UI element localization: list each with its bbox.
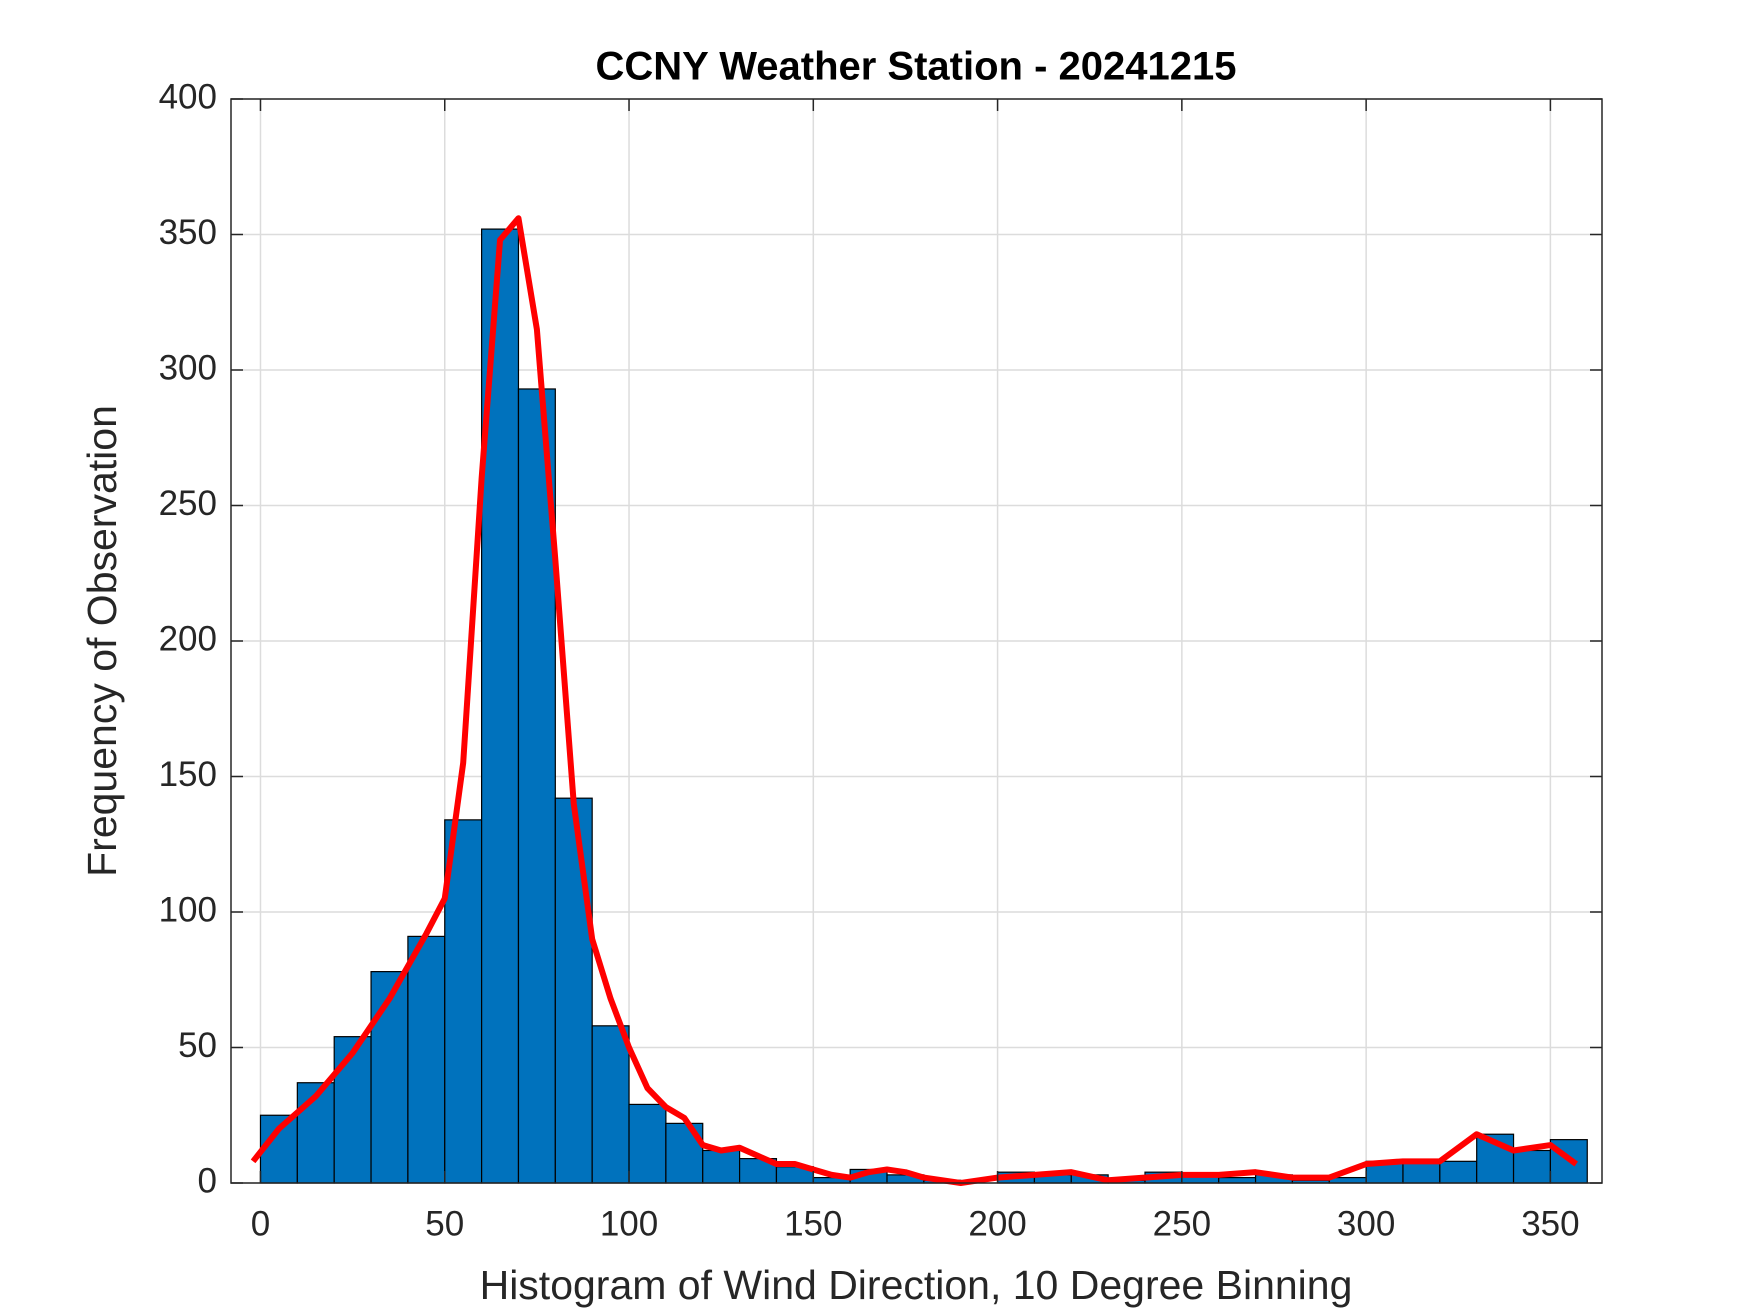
x-tick-label: 350 [1521,1204,1579,1243]
x-tick-label: 150 [784,1204,842,1243]
bar [517,388,556,1184]
bar [1402,1160,1441,1184]
y-axis-label: Frequency of Observation [79,405,125,877]
x-axis-label: Histogram of Wind Direction, 10 Degree B… [480,1262,1353,1308]
density-line [250,215,1578,1186]
x-tick-label: 200 [968,1204,1026,1243]
bar [591,1025,630,1184]
x-tick-label: 100 [600,1204,658,1243]
x-tick-label: 250 [1153,1204,1211,1243]
x-tick-label: 50 [425,1204,464,1243]
x-tick-label: 300 [1337,1204,1395,1243]
bar [1512,1149,1552,1184]
chart-title: CCNY Weather Station - 20241215 [596,45,1237,89]
bar [407,935,446,1184]
bar [702,1149,741,1184]
y-tick-label: 50 [178,1026,217,1065]
bar [1439,1160,1478,1184]
bar [1218,1176,1257,1184]
bar [370,971,409,1184]
y-tick-label: 0 [198,1161,217,1200]
y-tick-label: 400 [159,77,217,116]
y-tick-label: 300 [159,348,217,387]
y-tick-label: 200 [159,619,217,658]
x-tick-label: 0 [251,1204,270,1243]
y-tick-label: 150 [159,755,217,794]
bar [333,1036,372,1184]
bar [628,1103,667,1184]
y-tick-label: 250 [159,484,217,523]
y-tick-label: 100 [159,890,217,929]
y-tick-label: 350 [159,213,217,252]
bar [554,797,593,1184]
